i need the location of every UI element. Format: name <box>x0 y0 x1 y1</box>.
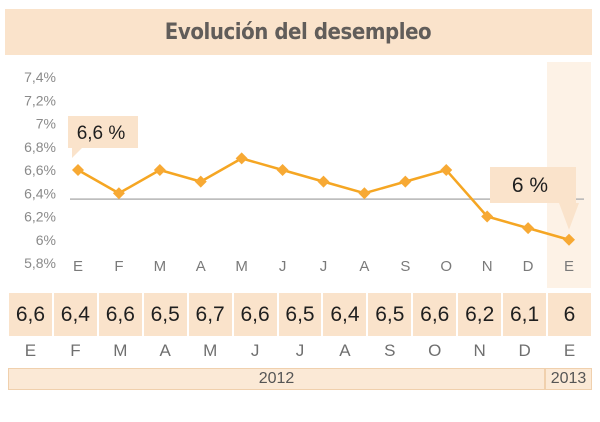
y-tick-label: 6,8% <box>24 139 56 155</box>
value-cell: 6,4 <box>323 293 367 336</box>
x-tick-label: A <box>196 258 206 275</box>
data-point-marker <box>276 164 289 176</box>
value-cell: 6,6 <box>233 293 277 336</box>
x-tick-label: J <box>320 258 328 275</box>
year-cell-2013: 2013 <box>545 368 592 390</box>
annotations: 6,6 % 6 % <box>68 116 579 230</box>
data-point-marker <box>358 187 371 200</box>
value-cell: 6,5 <box>278 293 322 336</box>
data-point-marker <box>481 210 494 223</box>
value-cell: 6 <box>548 293 591 336</box>
x-tick-label: S <box>400 258 410 275</box>
callout-box <box>490 167 579 230</box>
data-point-marker <box>522 222 535 235</box>
value-cell: 6,1 <box>503 293 547 336</box>
month-cell: S <box>384 341 396 360</box>
month-cell: M <box>113 341 128 360</box>
title-bar: Evolución del desempleo <box>5 9 592 55</box>
month-cell: A <box>339 341 351 360</box>
value-cell: 6,6 <box>98 293 142 336</box>
data-point-marker <box>194 175 207 188</box>
years-row: 2012 2013 <box>8 368 592 390</box>
data-point-marker <box>399 175 412 188</box>
x-tick-label: E <box>73 258 83 275</box>
y-tick-label: 6,6% <box>24 162 56 178</box>
x-tick-label: M <box>154 258 167 275</box>
value-cell: 6,7 <box>188 293 232 336</box>
month-cell: M <box>203 341 218 360</box>
month-cell: F <box>70 341 81 360</box>
x-tick-label: F <box>114 258 123 275</box>
value-cell: 6,6 <box>9 293 52 336</box>
callout-label: 6,6 % <box>77 123 126 144</box>
y-tick-label: 5,8% <box>24 255 56 271</box>
x-tick-label: A <box>359 258 369 275</box>
chart-title: Evolución del desempleo <box>165 19 432 45</box>
data-point-marker <box>112 187 125 200</box>
values-table: 6,6 6,4 6,6 6,5 6,7 6,6 6,5 6,4 6,5 6,6 6,2 6,1 6 <box>8 293 592 336</box>
value-cell: 6,2 <box>458 293 502 336</box>
month-cell: J <box>295 341 305 360</box>
month-cell: D <box>518 341 531 360</box>
x-tick-label: D <box>523 258 534 275</box>
data-point-marker <box>563 233 575 246</box>
x-tick-label: E <box>564 258 574 275</box>
y-tick-label: 7,4% <box>24 69 56 85</box>
data-point-marker <box>153 164 166 176</box>
month-cell: J <box>250 341 260 360</box>
month-cell: A <box>159 341 171 360</box>
data-point-marker <box>235 152 248 165</box>
data-point-marker <box>440 164 453 176</box>
value-cell: 6,6 <box>413 293 457 336</box>
y-tick-label: 7% <box>36 116 56 132</box>
value-cell: 6,4 <box>53 293 97 336</box>
data-point-marker <box>317 175 330 188</box>
y-tick-label: 6% <box>36 232 56 248</box>
y-tick-label: 6,2% <box>24 209 56 225</box>
series-markers <box>72 152 575 246</box>
data-point-marker <box>72 164 84 176</box>
callout-label: 6 % <box>512 174 548 197</box>
x-tick-label: O <box>440 258 452 275</box>
month-cell: N <box>473 341 486 360</box>
x-tick-label: J <box>279 258 287 275</box>
callout-box <box>68 116 138 158</box>
year-cell-2012: 2012 <box>8 368 545 390</box>
month-cell: O <box>428 341 442 360</box>
value-cell: 6,5 <box>368 293 412 336</box>
value-cell: 6,5 <box>143 293 187 336</box>
y-axis-ticks: 7,4% 7,2% 7% 6,8% 6,6% 6,4% 6,2% 6% 5,8% <box>24 69 56 271</box>
y-tick-label: 6,4% <box>24 185 56 201</box>
month-cell: E <box>563 341 576 360</box>
line-chart: 7,4% 7,2% 7% 6,8% 6,6% 6,4% 6,2% 6% 5,8% E F M A M J J… <box>24 62 591 288</box>
y-tick-label: 7,2% <box>24 92 56 108</box>
x-tick-label: M <box>235 258 248 275</box>
month-cell: E <box>24 341 37 360</box>
x-tick-label: N <box>482 258 493 275</box>
